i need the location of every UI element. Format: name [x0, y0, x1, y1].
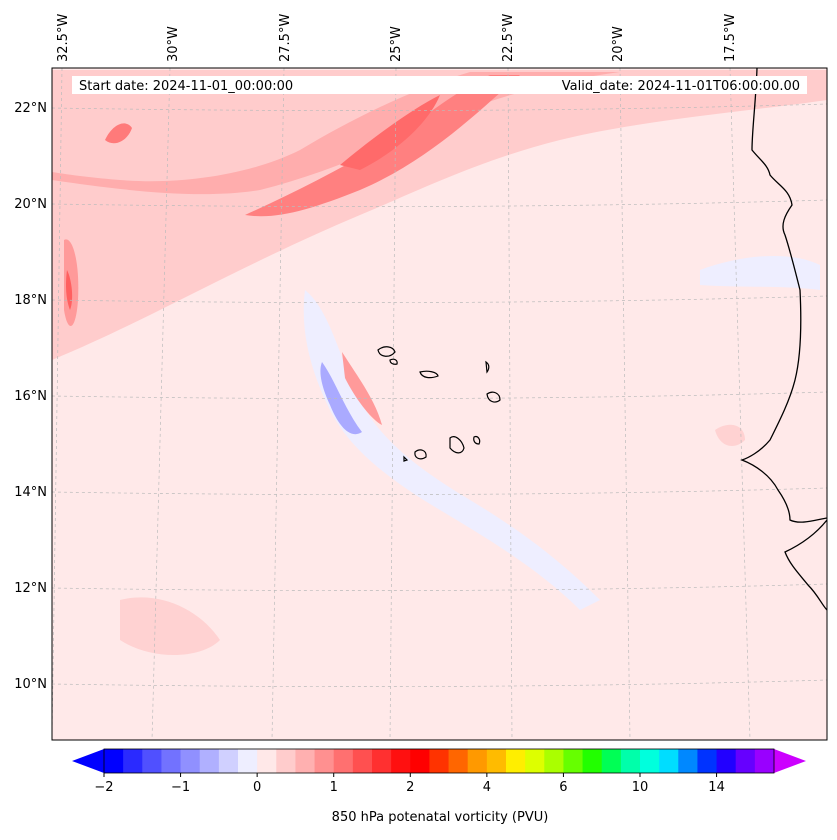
lat-tick-label: 18°N [14, 293, 47, 308]
colorbar-cell [429, 749, 450, 773]
colorbar-cell [391, 749, 411, 773]
lat-tick-label: 16°N [14, 389, 47, 404]
colorbar-frame [103, 748, 775, 774]
colorbar-tick-label: 10 [632, 780, 649, 795]
lat-tick-label: 12°N [14, 581, 47, 596]
colorbar-cells [104, 749, 775, 773]
africa-coastline-south [784, 519, 827, 611]
colorbar-cell [352, 749, 373, 773]
colorbar: −2 −1 0 1 2 4 6 10 14 850 hPa potenatal vorticit… [72, 748, 806, 825]
colorbar-cell [123, 749, 143, 773]
colorbar-cell [525, 749, 545, 773]
colorbar-cell [276, 749, 297, 773]
colorbar-cell [601, 749, 622, 773]
colorbar-cell [314, 749, 335, 773]
pv-blue-filament [303, 290, 600, 610]
colorbar-tick-label: 4 [483, 780, 491, 795]
pv-core [340, 95, 440, 170]
lon-tick-label: 25°W [389, 26, 404, 62]
colorbar-cell [563, 749, 584, 773]
colorbar-cell [735, 749, 756, 773]
pv-band-light [52, 70, 827, 360]
colorbar-cell [295, 749, 316, 773]
lon-tick-labels: 32.5°W 30°W 27.5°W 25°W 22.5°W 20°W 17.5… [56, 14, 738, 62]
colorbar-cell [620, 749, 641, 773]
colorbar-tick-label: 0 [253, 780, 261, 795]
lon-tick-label: 22.5°W [501, 14, 516, 62]
colorbar-tick-label: −1 [171, 780, 190, 795]
pv-red-streak [342, 352, 382, 425]
colorbar-cell [238, 749, 258, 773]
lat-tick-labels: 22°N 20°N 18°N 16°N 14°N 12°N 10°N [14, 101, 47, 692]
colorbar-cell [333, 749, 354, 773]
colorbar-extend-high [774, 749, 806, 773]
colorbar-ticks: −2 −1 0 1 2 4 6 10 14 [94, 773, 725, 795]
pv-blob-1 [105, 123, 132, 144]
lat-tick-label: 20°N [14, 197, 47, 212]
lon-tick-label: 27.5°W [278, 14, 293, 62]
colorbar-cell [410, 749, 431, 773]
colorbar-cell [544, 749, 565, 773]
lon-tick-label: 30°W [166, 26, 181, 62]
colorbar-cell [448, 749, 469, 773]
colorbar-tick-label: 6 [559, 780, 567, 795]
graticule [52, 68, 827, 740]
colorbar-cell [161, 749, 182, 773]
valid-date-label: Valid_date: 2024-11-01T06:00:00.00 [562, 79, 800, 94]
lat-tick-label: 10°N [14, 677, 47, 692]
pv-blue-east [700, 255, 820, 290]
start-date-label: Start date: 2024-11-01_00:00:00 [79, 79, 293, 94]
colorbar-cell [180, 749, 201, 773]
colorbar-cell [104, 749, 124, 773]
colorbar-title: 850 hPa potenatal vorticity (PVU) [332, 810, 549, 825]
pv-blob-2 [64, 239, 79, 327]
colorbar-cell [372, 749, 392, 773]
date-banner [72, 76, 807, 94]
colorbar-cell [142, 749, 163, 773]
colorbar-cell [640, 749, 660, 773]
colorbar-cell [486, 749, 507, 773]
map-frame [51, 67, 828, 741]
colorbar-cell [582, 749, 603, 773]
map-panel [52, 68, 827, 740]
pv-blue-core [320, 362, 362, 435]
colorbar-cell [678, 749, 699, 773]
colorbar-cell [659, 749, 679, 773]
lat-tick-label: 14°N [14, 485, 47, 500]
colorbar-cell [697, 749, 718, 773]
africa-coastline [740, 68, 827, 523]
colorbar-cell [754, 749, 775, 773]
colorbar-tick-label: 14 [708, 780, 725, 795]
colorbar-cell [218, 749, 239, 773]
colorbar-cell [257, 749, 277, 773]
pv-blob-5 [715, 424, 745, 446]
colorbar-cell [506, 749, 526, 773]
colorbar-cell [467, 749, 488, 773]
colorbar-tick-label: −2 [94, 780, 113, 795]
colorbar-cell [716, 749, 737, 773]
lon-tick-label: 17.5°W [723, 14, 738, 62]
pv-blob-4 [120, 597, 220, 655]
cape-verde-islands [377, 346, 501, 462]
colorbar-cell [199, 749, 220, 773]
lon-tick-label: 20°W [611, 26, 626, 62]
colorbar-tick-label: 1 [330, 780, 338, 795]
colorbar-extend-low [72, 749, 104, 773]
pv-contour-fill [52, 70, 827, 655]
colorbar-tick-label: 2 [406, 780, 414, 795]
lat-tick-label: 22°N [14, 101, 47, 116]
lon-tick-label: 32.5°W [56, 14, 71, 62]
